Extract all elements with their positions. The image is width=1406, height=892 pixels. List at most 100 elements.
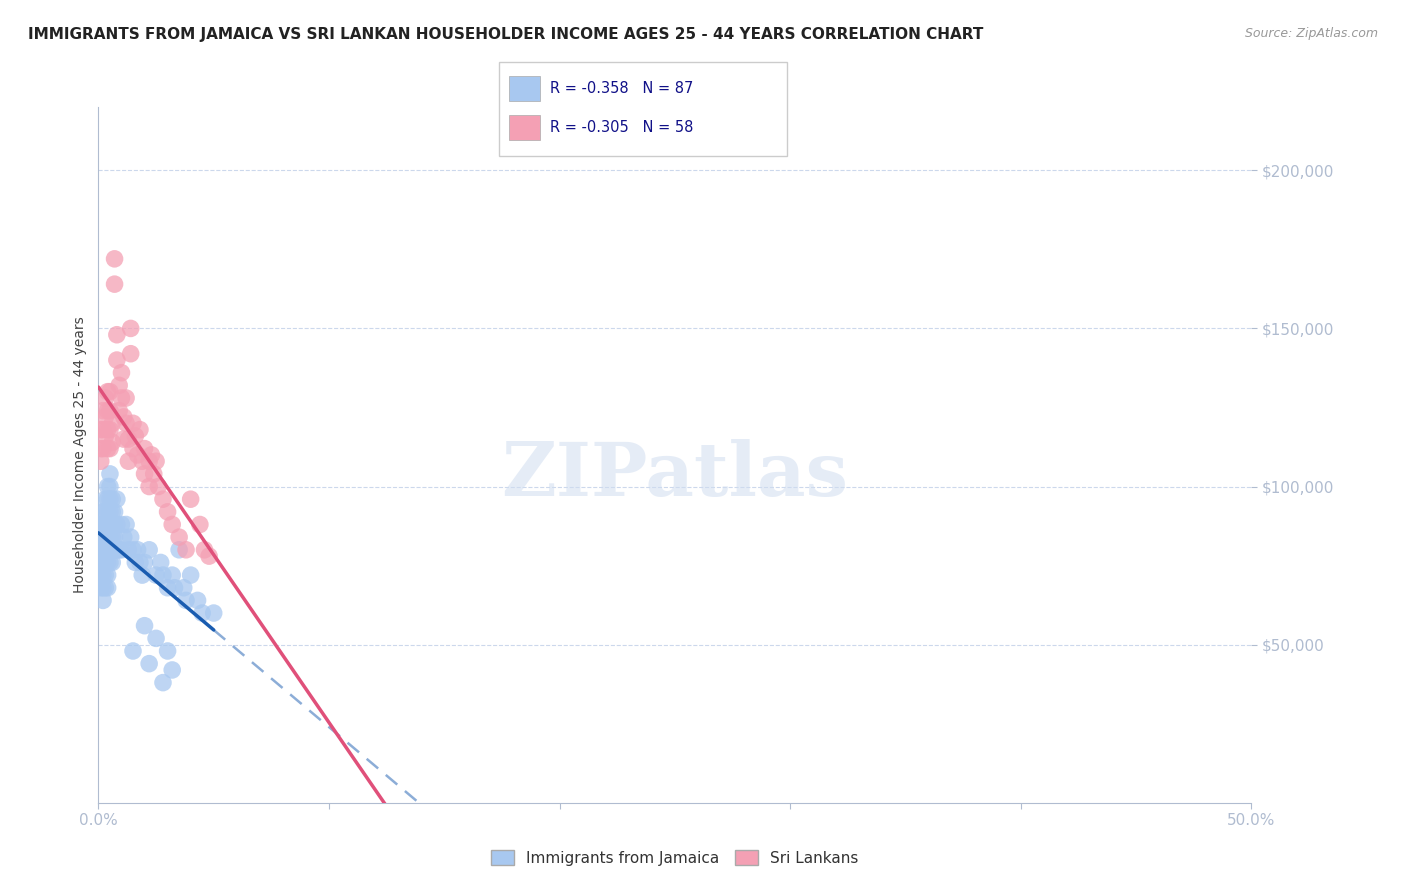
Point bbox=[91, 442, 114, 456]
Point bbox=[98, 542, 121, 557]
Point bbox=[90, 556, 112, 570]
Point bbox=[152, 492, 174, 507]
Point bbox=[97, 517, 120, 532]
Point bbox=[117, 432, 139, 446]
Point bbox=[91, 542, 114, 557]
Point bbox=[101, 530, 124, 544]
Point bbox=[160, 517, 183, 532]
Point bbox=[101, 492, 124, 507]
Point bbox=[94, 556, 117, 570]
Y-axis label: Householder Income Ages 25 - 44 years: Householder Income Ages 25 - 44 years bbox=[73, 317, 87, 593]
Point bbox=[138, 657, 160, 671]
Point bbox=[134, 442, 156, 456]
Point bbox=[101, 435, 124, 450]
Point bbox=[91, 423, 114, 437]
Point bbox=[97, 403, 120, 417]
Point bbox=[108, 378, 131, 392]
Point bbox=[90, 423, 112, 437]
Point bbox=[124, 556, 146, 570]
Point bbox=[129, 556, 152, 570]
Point bbox=[98, 467, 121, 481]
Point bbox=[101, 542, 124, 557]
Point bbox=[110, 517, 132, 532]
Point bbox=[98, 505, 121, 519]
Point bbox=[97, 556, 120, 570]
Point bbox=[156, 581, 179, 595]
Text: IMMIGRANTS FROM JAMAICA VS SRI LANKAN HOUSEHOLDER INCOME AGES 25 - 44 YEARS CORR: IMMIGRANTS FROM JAMAICA VS SRI LANKAN HO… bbox=[28, 27, 983, 42]
Point bbox=[94, 542, 117, 557]
Point bbox=[94, 568, 117, 582]
Point bbox=[94, 409, 117, 424]
Point bbox=[98, 492, 121, 507]
Point bbox=[91, 517, 114, 532]
Point bbox=[110, 391, 132, 405]
Point bbox=[167, 542, 190, 557]
Point bbox=[141, 448, 163, 462]
Point bbox=[117, 454, 139, 468]
Text: R = -0.358   N = 87: R = -0.358 N = 87 bbox=[550, 81, 693, 95]
Point bbox=[101, 517, 124, 532]
Point bbox=[122, 442, 145, 456]
Point bbox=[101, 505, 124, 519]
Point bbox=[97, 581, 120, 595]
Text: Source: ZipAtlas.com: Source: ZipAtlas.com bbox=[1244, 27, 1378, 40]
Point bbox=[105, 517, 128, 532]
Point bbox=[94, 391, 117, 405]
Point bbox=[115, 517, 138, 532]
Point bbox=[138, 542, 160, 557]
Point bbox=[94, 581, 117, 595]
Point bbox=[198, 549, 221, 563]
Point bbox=[91, 556, 114, 570]
Point bbox=[110, 542, 132, 557]
Point bbox=[122, 542, 145, 557]
Point bbox=[98, 479, 121, 493]
Point bbox=[97, 492, 120, 507]
Point bbox=[127, 448, 149, 462]
Point bbox=[98, 530, 121, 544]
Point bbox=[103, 542, 125, 557]
Point bbox=[180, 492, 202, 507]
Point bbox=[193, 542, 215, 557]
Point bbox=[94, 492, 117, 507]
Point bbox=[90, 581, 112, 595]
Point bbox=[105, 542, 128, 557]
Point bbox=[108, 403, 131, 417]
Point bbox=[112, 530, 135, 544]
Point bbox=[117, 542, 139, 557]
Point bbox=[129, 423, 152, 437]
Point bbox=[97, 530, 120, 544]
Point bbox=[94, 429, 117, 443]
Point bbox=[98, 384, 121, 399]
Point bbox=[152, 568, 174, 582]
Point bbox=[145, 568, 167, 582]
Point bbox=[91, 505, 114, 519]
Point bbox=[120, 530, 142, 544]
Point bbox=[91, 530, 114, 544]
Point bbox=[105, 353, 128, 368]
Point bbox=[103, 277, 125, 292]
Point bbox=[97, 542, 120, 557]
Point bbox=[134, 467, 156, 481]
Point bbox=[160, 663, 183, 677]
Legend: Immigrants from Jamaica, Sri Lankans: Immigrants from Jamaica, Sri Lankans bbox=[485, 844, 865, 871]
Point bbox=[90, 530, 112, 544]
Point bbox=[97, 423, 120, 437]
Point bbox=[191, 606, 214, 620]
Point bbox=[145, 454, 167, 468]
Point bbox=[101, 417, 124, 431]
Point bbox=[134, 618, 156, 632]
Point bbox=[98, 556, 121, 570]
Point bbox=[115, 391, 138, 405]
Point bbox=[138, 479, 160, 493]
Point bbox=[101, 556, 124, 570]
Point bbox=[97, 505, 120, 519]
Point bbox=[174, 542, 197, 557]
Point bbox=[124, 429, 146, 443]
Point bbox=[98, 442, 121, 456]
Point bbox=[173, 581, 195, 595]
Point bbox=[103, 505, 125, 519]
Point bbox=[105, 492, 128, 507]
Point bbox=[149, 556, 172, 570]
Point bbox=[127, 542, 149, 557]
Point bbox=[91, 593, 114, 607]
